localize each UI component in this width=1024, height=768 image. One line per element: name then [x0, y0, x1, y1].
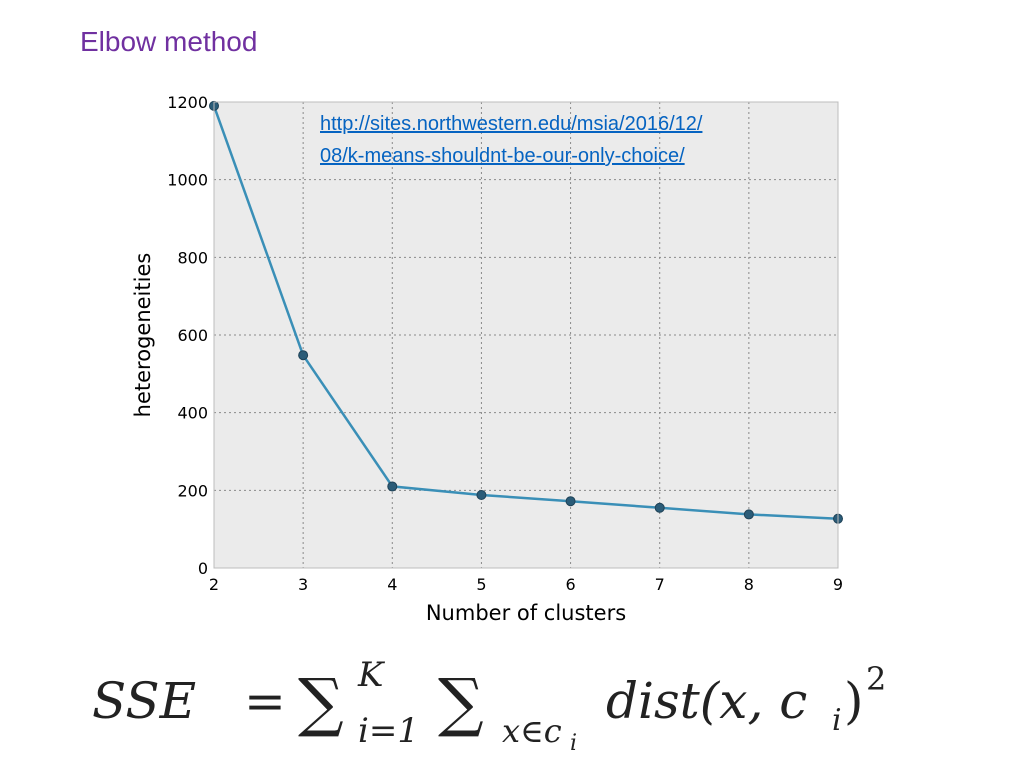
x-tick-label: 7	[655, 575, 665, 594]
data-point	[654, 502, 665, 513]
y-tick-label: 0	[198, 559, 208, 578]
y-tick-label: 400	[177, 404, 208, 423]
series-markers	[209, 100, 843, 524]
x-tick-label: 5	[476, 575, 486, 594]
y-tick-label: 1000	[167, 171, 208, 190]
sse-formula: SSE = ∑ K i=1 ∑ x∈c i dist(x, c i ) 2	[92, 660, 886, 756]
data-point	[743, 509, 754, 520]
data-point	[565, 496, 576, 507]
formula-sum-1-lower: i=1	[358, 711, 419, 751]
x-tick-label: 6	[565, 575, 575, 594]
x-axis-label: Number of clusters	[426, 601, 626, 625]
slide-title: Elbow method	[80, 26, 258, 57]
y-tick-label: 200	[177, 481, 208, 500]
formula-sum-2-lower-sub: i	[570, 731, 577, 756]
formula-lhs: SSE	[92, 672, 196, 730]
y-tick-label: 800	[177, 248, 208, 267]
formula-equals: =	[244, 672, 286, 730]
formula-func-sub: i	[832, 703, 842, 738]
x-tick-label: 3	[298, 575, 308, 594]
plot-frame	[213, 101, 839, 569]
x-tick-label: 8	[744, 575, 754, 594]
source-link-box: http://sites.northwestern.edu/msia/2016/…	[320, 108, 702, 172]
source-link-line-2[interactable]: 08/k-means-shouldnt-be-our-only-choice/	[320, 145, 685, 167]
x-tick-label: 9	[833, 575, 843, 594]
y-axis-label: heterogeneities	[131, 253, 155, 418]
data-point	[387, 481, 398, 492]
formula-sum-2-lower: x∈c	[502, 712, 562, 750]
x-tick-label: 4	[387, 575, 397, 594]
formula-exponent: 2	[866, 660, 886, 698]
series-line	[212, 105, 839, 520]
formula-func-close: )	[844, 672, 864, 730]
formula-func: dist(x, c	[606, 672, 807, 730]
source-link-line-1[interactable]: http://sites.northwestern.edu/msia/2016/…	[320, 113, 703, 135]
y-tick-label: 600	[177, 326, 208, 345]
formula-sum-1-upper: K	[357, 660, 386, 695]
formula-sum-2: ∑	[438, 666, 484, 740]
data-point	[298, 350, 309, 361]
formula-sum-1: ∑	[298, 666, 344, 740]
data-point	[476, 489, 487, 500]
tick-labels: 0 200 400 600 800 1000 1200 2 3 4 5 6 7 8 9	[167, 93, 843, 594]
x-tick-label: 2	[209, 575, 219, 594]
y-tick-label: 1200	[167, 93, 208, 112]
